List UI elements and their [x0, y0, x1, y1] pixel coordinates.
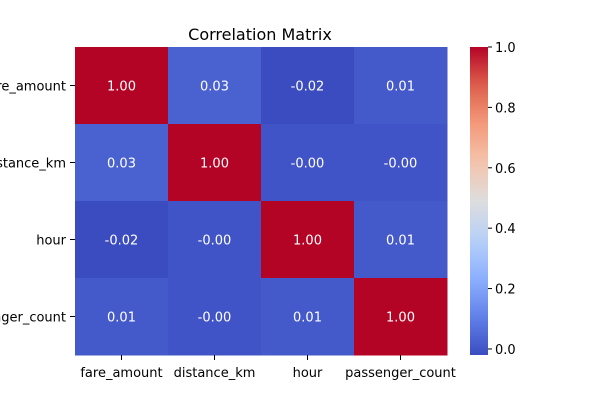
heatmap-cell-r2-c0 [75, 201, 169, 279]
heatmap-cells: 1.00 0.03 -0.02 0.01 0.03 1.00 -0.00 -0.00 -0.02… [75, 47, 448, 356]
cell-value-label-r3-c1: -0.00 [198, 311, 232, 326]
heatmap-cell-r3-c2 [261, 278, 355, 356]
colorbar-tick-label-4: 0.8 [495, 101, 516, 116]
y-tick-label-2: hour [36, 234, 66, 249]
cell-value-label-r3-c3: 1.00 [386, 311, 415, 326]
heatmap-cell-r3-c0 [75, 278, 169, 356]
colorbar: 0.0 0.2 0.4 0.6 0.8 1.0 [470, 41, 516, 358]
x-tick-label-2: hour [293, 366, 323, 381]
colorbar-gradient [470, 47, 488, 355]
colorbar-tick-label-3: 0.6 [495, 162, 516, 177]
x-tick-label-1: distance_km [174, 366, 256, 381]
x-tick-label-0: fare_amount [80, 366, 162, 381]
y-tick-label-3: passenger_count [0, 311, 66, 326]
cell-value-label-r2-c3: 0.01 [386, 234, 415, 249]
cell-value-label-r0-c3: 0.01 [386, 80, 415, 95]
colorbar-tick-label-5: 1.0 [495, 41, 516, 56]
cell-value-label-r2-c0: -0.02 [105, 234, 139, 249]
heatmap-cell-r1-c2 [261, 124, 355, 202]
cell-value-label-r3-c2: 0.01 [293, 311, 322, 326]
colorbar-tick-label-1: 0.2 [495, 283, 516, 298]
cell-value-label-r0-c0: 1.00 [107, 80, 136, 95]
heatmap-cell-r1-c1 [168, 124, 262, 202]
cell-value-label-r1-c2: -0.00 [291, 157, 325, 172]
cell-value-label-r3-c0: 0.01 [107, 311, 136, 326]
x-tick-label-3: passenger_count [345, 366, 456, 381]
heatmap-cell-r0-c1 [168, 47, 262, 125]
heatmap-cell-r3-c1 [168, 278, 262, 356]
cell-value-label-r0-c1: 0.03 [200, 80, 229, 95]
cell-value-label-r1-c3: -0.00 [384, 157, 418, 172]
heatmap-cell-r3-c3 [354, 278, 448, 356]
colorbar-tick-label-0: 0.0 [495, 343, 516, 358]
heatmap-cell-r2-c3 [354, 201, 448, 279]
heatmap-axes: fare_amountdistance_kmhourpassenger_coun… [0, 80, 456, 382]
cell-value-label-r0-c2: -0.02 [291, 80, 325, 95]
chart-title: Correlation Matrix [188, 25, 332, 44]
y-tick-label-1: distance_km [0, 157, 66, 172]
cell-value-label-r1-c1: 1.00 [200, 157, 229, 172]
heatmap-cell-r2-c2 [261, 201, 355, 279]
heatmap-cell-r1-c3 [354, 124, 448, 202]
y-tick-label-0: fare_amount [0, 80, 66, 95]
colorbar-tick-label-2: 0.4 [495, 222, 516, 237]
heatmap-cell-r1-c0 [75, 124, 169, 202]
heatmap-cell-r2-c1 [168, 201, 262, 279]
cell-value-label-r1-c0: 0.03 [107, 157, 136, 172]
heatmap-cell-r0-c2 [261, 47, 355, 125]
heatmap-cell-r0-c0 [75, 47, 169, 125]
cell-value-label-r2-c2: 1.00 [293, 234, 322, 249]
heatmap-cell-r0-c3 [354, 47, 448, 125]
cell-value-label-r2-c1: -0.00 [198, 234, 232, 249]
